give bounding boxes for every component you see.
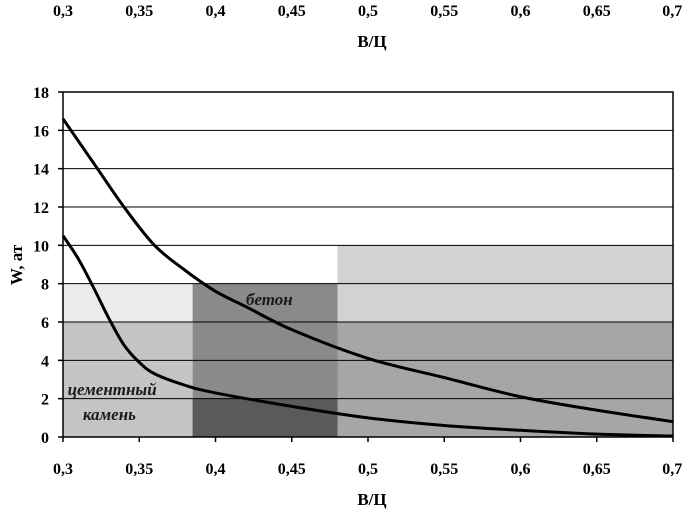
y-tick-label: 8 (41, 277, 49, 294)
y-tick-labels: 0 2 4 6 8 10 12 14 16 18 (33, 85, 63, 447)
y-tick-label: 2 (41, 392, 49, 409)
bottom-x-tick-label: 0,65 (583, 461, 611, 478)
top-x-tick-label: 0,4 (206, 3, 226, 20)
y-tick-label: 16 (33, 123, 49, 140)
top-x-tick-labels: 0,3 0,35 0,4 0,45 0,5 0,55 0,6 0,65 0,7 (53, 3, 682, 20)
annotations: бетон цементный камень (68, 290, 293, 424)
top-x-tick-label: 0,65 (583, 3, 611, 20)
top-x-tick-label: 0,35 (125, 3, 153, 20)
annotation-0: бетон (246, 290, 293, 309)
bottom-x-tick-label: 0,4 (206, 461, 226, 478)
annotation-2: камень (83, 405, 136, 424)
region-3 (192, 398, 338, 437)
top-x-tick-label: 0,3 (53, 3, 73, 20)
top-x-tick-label: 0,6 (511, 3, 531, 20)
top-x-tick-label: 0,7 (662, 3, 682, 20)
top-x-tick-label: 0,45 (278, 3, 306, 20)
series-line-0 (61, 117, 674, 424)
y-tick-label: 18 (33, 85, 49, 102)
y-tick-label: 6 (41, 315, 49, 332)
bottom-x-tick-label: 0,45 (278, 461, 306, 478)
top-x-axis-title: В/Ц (357, 32, 386, 51)
bottom-x-axis-title: В/Ц (357, 490, 386, 509)
bottom-x-tick-label: 0,7 (662, 461, 682, 478)
y-tick-label: 12 (33, 200, 49, 217)
series-group (61, 117, 674, 438)
bottom-x-tick-labels: 0,3 0,35 0,4 0,45 0,5 0,55 0,6 0,65 0,7 (53, 437, 682, 478)
top-x-tick-label: 0,5 (358, 3, 378, 20)
region-1 (63, 283, 193, 322)
y-tick-label: 14 (33, 162, 49, 179)
bottom-x-tick-label: 0,3 (53, 461, 73, 478)
annotation-1: цементный (68, 380, 157, 399)
y-axis-title: W, ат (7, 244, 26, 285)
bottom-x-tick-label: 0,35 (125, 461, 153, 478)
grid-lines (63, 129, 673, 400)
top-x-tick-label: 0,55 (430, 3, 458, 20)
bottom-x-tick-label: 0,55 (430, 461, 458, 478)
series-line-1 (61, 234, 674, 438)
bottom-x-tick-label: 0,6 (511, 461, 531, 478)
y-tick-label: 4 (41, 353, 49, 370)
bottom-x-tick-label: 0,5 (358, 461, 378, 478)
y-tick-label: 0 (41, 430, 49, 447)
y-tick-label: 10 (33, 238, 49, 255)
